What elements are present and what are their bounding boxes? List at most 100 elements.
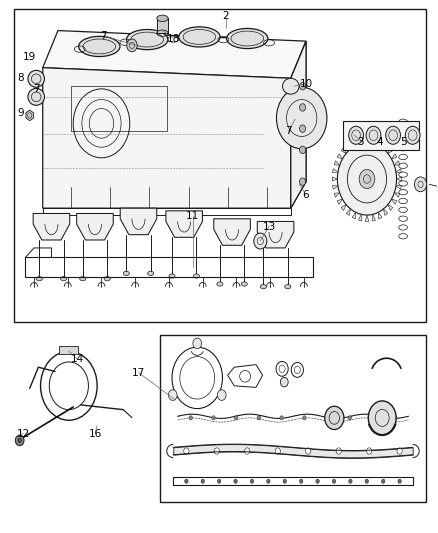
Circle shape: [300, 83, 306, 90]
Ellipse shape: [36, 277, 42, 281]
Circle shape: [276, 87, 327, 149]
Polygon shape: [365, 215, 369, 221]
Polygon shape: [394, 193, 400, 197]
Circle shape: [201, 479, 205, 483]
Polygon shape: [358, 214, 362, 221]
Polygon shape: [346, 143, 350, 149]
Polygon shape: [43, 30, 306, 78]
Text: 14: 14: [71, 354, 84, 364]
Ellipse shape: [104, 277, 110, 281]
Ellipse shape: [226, 28, 268, 49]
Circle shape: [367, 448, 372, 454]
Text: 6: 6: [303, 190, 309, 200]
Circle shape: [365, 479, 368, 483]
Ellipse shape: [148, 271, 154, 276]
Circle shape: [393, 416, 397, 420]
Text: 11: 11: [186, 211, 200, 221]
Polygon shape: [257, 221, 294, 248]
Circle shape: [336, 448, 341, 454]
Polygon shape: [77, 214, 113, 240]
Ellipse shape: [80, 277, 86, 281]
Circle shape: [212, 416, 215, 420]
Ellipse shape: [157, 15, 168, 21]
Polygon shape: [352, 212, 356, 219]
Circle shape: [300, 104, 306, 111]
Polygon shape: [166, 211, 202, 237]
Circle shape: [18, 438, 21, 442]
Text: 7: 7: [285, 126, 292, 136]
Polygon shape: [378, 212, 382, 219]
Ellipse shape: [169, 274, 175, 278]
Circle shape: [368, 401, 396, 435]
Ellipse shape: [285, 285, 291, 289]
Circle shape: [214, 448, 219, 454]
Polygon shape: [372, 214, 375, 221]
Circle shape: [303, 416, 306, 420]
Polygon shape: [120, 208, 157, 235]
Circle shape: [168, 390, 177, 400]
Circle shape: [257, 416, 261, 420]
Ellipse shape: [28, 70, 45, 87]
Ellipse shape: [60, 277, 67, 281]
Text: 19: 19: [23, 52, 36, 62]
Circle shape: [371, 416, 374, 420]
Polygon shape: [214, 219, 251, 245]
Polygon shape: [337, 154, 343, 159]
Circle shape: [15, 435, 24, 446]
Circle shape: [325, 406, 344, 430]
Ellipse shape: [241, 282, 247, 286]
Polygon shape: [334, 193, 339, 197]
Text: 17: 17: [132, 368, 145, 377]
Text: 8: 8: [18, 73, 24, 83]
Text: 4: 4: [377, 137, 383, 147]
Circle shape: [234, 479, 237, 483]
Ellipse shape: [217, 282, 223, 286]
Circle shape: [359, 169, 375, 189]
Polygon shape: [394, 161, 400, 165]
Circle shape: [414, 177, 427, 192]
Polygon shape: [337, 199, 343, 204]
Circle shape: [267, 479, 270, 483]
Circle shape: [325, 416, 329, 420]
Polygon shape: [378, 139, 382, 146]
Polygon shape: [59, 346, 78, 354]
Circle shape: [300, 146, 306, 154]
Text: 9: 9: [18, 108, 24, 118]
Polygon shape: [372, 137, 375, 144]
Polygon shape: [396, 168, 401, 173]
Circle shape: [405, 126, 420, 144]
Circle shape: [397, 448, 402, 454]
Circle shape: [398, 479, 401, 483]
Text: 10: 10: [300, 78, 313, 88]
Polygon shape: [341, 148, 346, 154]
Circle shape: [366, 126, 381, 144]
Circle shape: [185, 479, 188, 483]
Ellipse shape: [193, 274, 199, 278]
Bar: [14, 10, 426, 322]
Circle shape: [300, 178, 306, 185]
Polygon shape: [33, 214, 70, 240]
Circle shape: [217, 390, 226, 400]
Circle shape: [337, 143, 396, 215]
Bar: [343, 120, 419, 150]
Text: 7: 7: [100, 31, 107, 41]
Ellipse shape: [260, 285, 266, 289]
Polygon shape: [358, 137, 362, 144]
Text: 2: 2: [222, 11, 229, 21]
Text: 13: 13: [262, 222, 276, 232]
Polygon shape: [392, 154, 397, 159]
Circle shape: [300, 125, 306, 132]
Circle shape: [245, 448, 250, 454]
Polygon shape: [383, 143, 388, 149]
Polygon shape: [396, 177, 402, 181]
Polygon shape: [332, 177, 337, 181]
Circle shape: [349, 479, 352, 483]
Circle shape: [332, 479, 336, 483]
Polygon shape: [341, 205, 346, 211]
Circle shape: [283, 479, 286, 483]
Circle shape: [234, 416, 238, 420]
Polygon shape: [291, 41, 306, 208]
Circle shape: [184, 448, 189, 454]
Ellipse shape: [123, 271, 129, 276]
Circle shape: [275, 448, 280, 454]
